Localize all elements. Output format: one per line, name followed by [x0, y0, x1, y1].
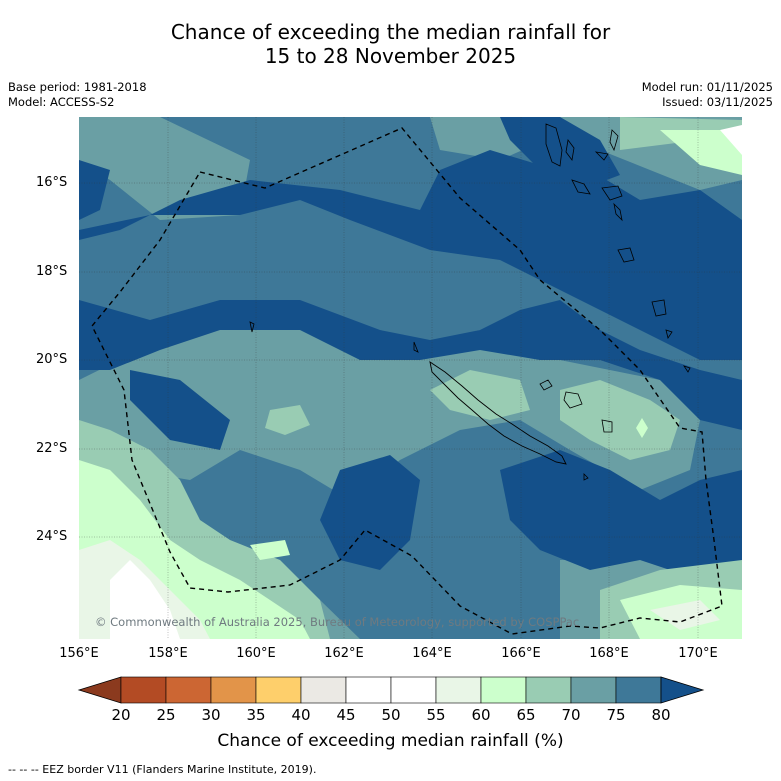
model-run-date: Model run: 01/11/2025: [641, 80, 773, 94]
colorbar-over-arrow: [660, 676, 705, 704]
colorbar-bin: [255, 676, 302, 704]
colorbar-ticks: 20 25 30 35 40 45 50 55 60 65 70 75 80: [0, 706, 781, 726]
lon-label-158e: 158°E: [148, 646, 188, 661]
colorbar-tick-label: 35: [246, 706, 266, 724]
colorbar-tick-label: 65: [516, 706, 536, 724]
eez-border: [91, 127, 723, 635]
contour-field: [79, 117, 742, 639]
lat-label-20s: 20°S: [36, 352, 68, 367]
colorbar-tick-label: 70: [561, 706, 581, 724]
colorbar-tick-label: 55: [426, 706, 446, 724]
colorbar-tick-label: 40: [291, 706, 311, 724]
model-name: Model: ACCESS-S2: [8, 95, 115, 109]
lon-label-170e: 170°E: [678, 646, 718, 661]
run-info: Model run: 01/11/2025 Issued: 03/11/2025: [642, 80, 773, 110]
colorbar-tick-label: 60: [471, 706, 491, 724]
colorbar-bin: [345, 676, 392, 704]
title-line-1: Chance of exceeding the median rainfall …: [170, 20, 611, 44]
base-period: Base period: 1981-2018: [8, 80, 147, 94]
colorbar-bin: [480, 676, 527, 704]
graticule: [79, 117, 742, 639]
lon-label-156e: 156°E: [59, 646, 99, 661]
lon-label-166e: 166°E: [501, 646, 541, 661]
colorbar-tick-label: 80: [651, 706, 671, 724]
lat-label-22s: 22°S: [36, 441, 68, 456]
colorbar-bin: [300, 676, 347, 704]
model-info: Base period: 1981-2018 Model: ACCESS-S2: [8, 80, 147, 110]
colorbar-tick-label: 50: [381, 706, 401, 724]
colorbar-bin: [120, 676, 167, 704]
colorbar-tick-label: 45: [336, 706, 356, 724]
colorbar-bin: [570, 676, 617, 704]
lon-label-168e: 168°E: [589, 646, 629, 661]
map-title: Chance of exceeding the median rainfall …: [0, 20, 781, 68]
colorbar-bin: [165, 676, 212, 704]
lon-label-164e: 164°E: [412, 646, 452, 661]
lat-label-24s: 24°S: [36, 529, 68, 544]
colorbar-bin: [525, 676, 572, 704]
copyright-notice: © Commonwealth of Australia 2025, Bureau…: [95, 615, 580, 629]
title-line-2: 15 to 28 November 2025: [264, 44, 517, 68]
lat-label-18s: 18°S: [36, 264, 68, 279]
colorbar-tick-label: 75: [606, 706, 626, 724]
colorbar-under-arrow: [77, 676, 122, 704]
colorbar-bin: [435, 676, 482, 704]
colorbar-tick-label: 20: [111, 706, 131, 724]
colorbar-tick-label: 25: [156, 706, 176, 724]
colorbar-tick-label: 30: [201, 706, 221, 724]
colorbar: [77, 676, 705, 704]
colorbar-bin: [615, 676, 662, 704]
issued-date: Issued: 03/11/2025: [662, 95, 773, 109]
colorbar-bin: [390, 676, 437, 704]
lon-label-160e: 160°E: [236, 646, 276, 661]
colorbar-bin: [210, 676, 257, 704]
lon-label-162e: 162°E: [324, 646, 364, 661]
new-caledonia-island: [429, 361, 567, 465]
colorbar-label: Chance of exceeding median rainfall (%): [217, 731, 564, 751]
lat-label-16s: 16°S: [36, 175, 68, 190]
eez-footnote: -- -- -- EEZ border V11 (Flanders Marine…: [8, 763, 317, 776]
